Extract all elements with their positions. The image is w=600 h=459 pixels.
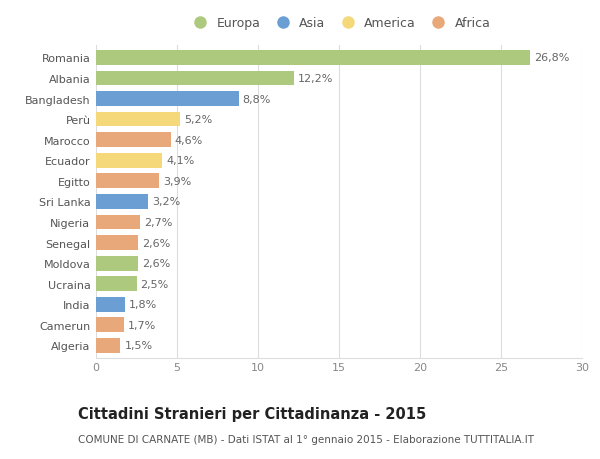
Text: 4,1%: 4,1% — [166, 156, 195, 166]
Text: 12,2%: 12,2% — [298, 74, 333, 84]
Text: 2,6%: 2,6% — [142, 258, 170, 269]
Bar — [96, 112, 180, 127]
Text: Cittadini Stranieri per Cittadinanza - 2015: Cittadini Stranieri per Cittadinanza - 2… — [78, 406, 426, 421]
Bar — [96, 215, 140, 230]
Text: 1,7%: 1,7% — [128, 320, 156, 330]
Bar — [96, 153, 163, 168]
Bar — [96, 235, 138, 251]
Text: 2,7%: 2,7% — [144, 218, 172, 228]
Bar — [96, 174, 159, 189]
Bar — [96, 92, 239, 106]
Text: 8,8%: 8,8% — [242, 94, 271, 104]
Bar — [96, 256, 138, 271]
Text: COMUNE DI CARNATE (MB) - Dati ISTAT al 1° gennaio 2015 - Elaborazione TUTTITALIA: COMUNE DI CARNATE (MB) - Dati ISTAT al 1… — [78, 434, 534, 444]
Text: 1,5%: 1,5% — [124, 341, 152, 351]
Text: 3,9%: 3,9% — [163, 176, 191, 186]
Bar — [96, 71, 293, 86]
Text: 26,8%: 26,8% — [534, 53, 569, 63]
Text: 3,2%: 3,2% — [152, 197, 180, 207]
Bar — [96, 338, 120, 353]
Bar — [96, 297, 125, 312]
Text: 2,5%: 2,5% — [140, 279, 169, 289]
Bar — [96, 51, 530, 66]
Legend: Europa, Asia, America, Africa: Europa, Asia, America, Africa — [185, 15, 493, 33]
Bar — [96, 195, 148, 209]
Text: 1,8%: 1,8% — [129, 300, 157, 310]
Bar — [96, 277, 137, 291]
Bar — [96, 133, 170, 148]
Text: 4,6%: 4,6% — [175, 135, 203, 146]
Text: 5,2%: 5,2% — [184, 115, 212, 125]
Bar — [96, 318, 124, 333]
Text: 2,6%: 2,6% — [142, 238, 170, 248]
